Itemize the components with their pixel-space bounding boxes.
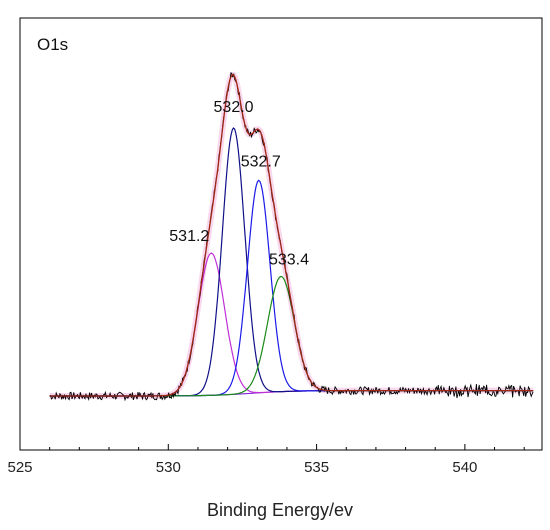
x-axis-label: Binding Energy/ev xyxy=(207,500,353,520)
peak-label: 531.2 xyxy=(169,228,209,245)
peak-label: 532.0 xyxy=(214,99,254,116)
x-tick-label: 525 xyxy=(7,459,32,476)
x-tick-label: 530 xyxy=(156,459,181,476)
raw-data-line xyxy=(49,71,534,402)
peak-label: 533.4 xyxy=(269,251,309,268)
plot-border xyxy=(19,17,543,451)
x-tick-label: 540 xyxy=(452,459,477,476)
x-tick-label: 535 xyxy=(304,459,329,476)
panel-label: O1s xyxy=(37,35,68,54)
fit-halo xyxy=(47,71,535,399)
component-peak-line xyxy=(49,252,534,397)
envelope-fit-line xyxy=(49,74,534,397)
peak-label: 532.7 xyxy=(241,153,281,170)
peak-labels: 531.2 532.0 532.7 533.4 xyxy=(169,99,309,268)
plot-frame xyxy=(19,17,543,451)
x-axis-ticks: 525 530 535 540 xyxy=(7,444,525,476)
curves-group xyxy=(47,71,535,402)
